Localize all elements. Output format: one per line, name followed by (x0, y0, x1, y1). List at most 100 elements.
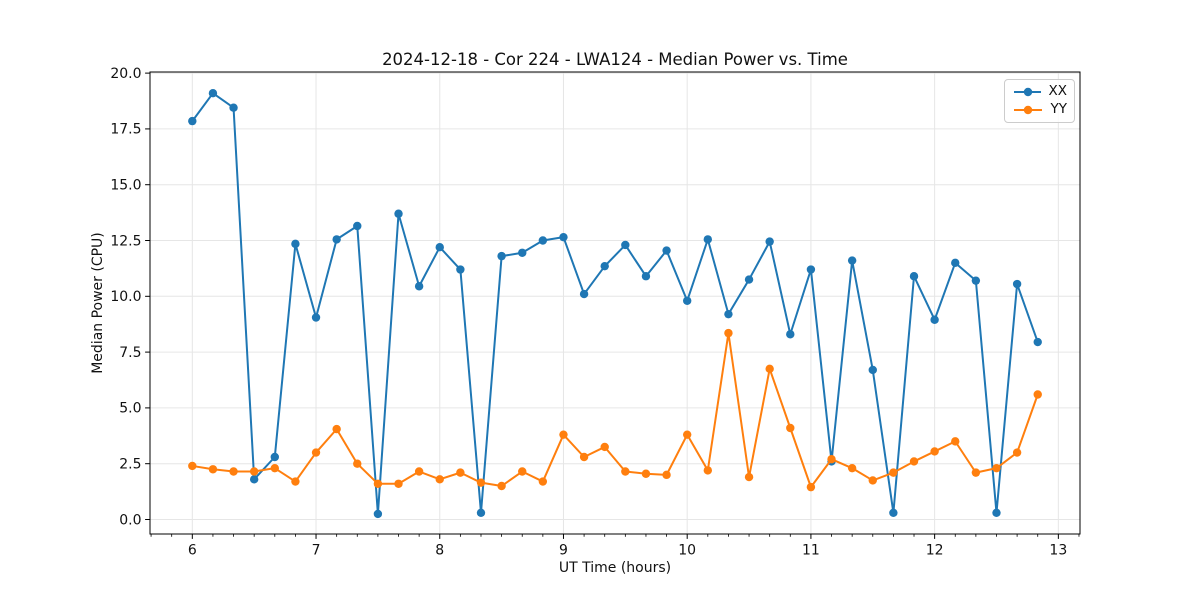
series-xx-marker (703, 235, 713, 244)
series-yy-marker (414, 467, 424, 476)
series-yy-marker (724, 328, 733, 338)
x-tick-label: 9 (559, 543, 568, 559)
series-xx-marker (847, 256, 857, 265)
series-xx-marker (579, 289, 589, 299)
series-xx-marker (518, 248, 527, 257)
x-tick-label: 7 (312, 543, 321, 559)
series-xx-marker (208, 89, 218, 98)
series-yy-marker (951, 437, 960, 446)
series-yy-marker (518, 467, 527, 476)
y-tick-label: 20.0 (110, 66, 141, 82)
legend-item-xx: XX (1012, 83, 1067, 101)
series-xx-marker (1033, 337, 1042, 347)
x-tick-label: 10 (678, 543, 696, 559)
series-yy-marker (827, 455, 836, 464)
y-axis-label-text: Median Power (CPU) (90, 232, 106, 374)
series-yy-marker (291, 477, 300, 486)
series-xx-marker (930, 315, 939, 324)
legend-line-sample-yy-icon (1014, 105, 1042, 115)
series-yy-marker (889, 468, 898, 477)
series-yy-marker (332, 424, 341, 434)
legend-item-yy: YY (1012, 101, 1067, 119)
y-tick-label: 15.0 (110, 178, 141, 194)
y-tick-label: 5.0 (119, 401, 141, 417)
series-yy-marker (847, 463, 857, 473)
series-yy-marker (353, 459, 362, 468)
series-xx-marker (456, 265, 465, 274)
series-xx-marker (868, 365, 877, 375)
x-tick-label: 13 (1049, 543, 1067, 559)
series-yy-marker (703, 466, 713, 475)
legend-label-yy: YY (1050, 101, 1068, 118)
series-yy-marker (868, 476, 877, 485)
series-xx-marker (394, 209, 403, 218)
series-yy-marker (579, 452, 589, 462)
x-tick-label: 11 (802, 543, 820, 559)
legend-line-sample-xx-icon (1014, 87, 1041, 97)
series-xx-marker (311, 313, 321, 322)
series-xx-marker (744, 275, 754, 284)
series-xx-marker (786, 330, 795, 339)
series-xx-marker (353, 221, 362, 231)
series-xx-marker (909, 272, 919, 281)
series-yy-marker (435, 475, 444, 484)
series-yy-marker (1012, 448, 1022, 457)
series-xx-marker (806, 265, 816, 274)
y-tick-label: 7.5 (119, 345, 141, 361)
series-yy-marker (786, 423, 795, 433)
series-xx-marker (1012, 279, 1022, 289)
series-yy-marker (229, 467, 238, 476)
x-axis-label: UT Time (hours) (558, 560, 672, 576)
y-tick-label: 10.0 (110, 289, 141, 305)
x-tick-label: 8 (435, 543, 444, 559)
series-yy-marker (270, 463, 279, 473)
series-xx-marker (765, 237, 774, 246)
series-xx-marker (682, 296, 692, 305)
series-xx-marker (270, 452, 279, 462)
y-tick-label: 12.5 (110, 233, 141, 249)
y-tick-label: 17.5 (110, 122, 141, 138)
series-yy-marker (744, 472, 754, 482)
series-yy-marker (765, 364, 774, 374)
series-yy-marker (311, 448, 321, 457)
series-yy-marker (373, 479, 383, 488)
x-tick-label: 6 (188, 543, 197, 559)
series-yy-marker (538, 477, 548, 486)
series-yy-marker (971, 468, 981, 477)
series-xx-marker (373, 509, 383, 519)
series-yy-marker (682, 430, 692, 439)
y-tick-label: 0.0 (119, 512, 141, 528)
series-xx-marker (662, 246, 671, 255)
series-xx-marker (992, 508, 1001, 517)
series-yy-marker (394, 479, 403, 488)
series-yy-marker (1033, 390, 1042, 399)
series-xx-marker (538, 236, 548, 245)
chart-title: 2024-12-18 - Cor 224 - LWA124 - Median P… (382, 50, 848, 69)
series-xx-marker (414, 282, 424, 291)
x-tick-label: 12 (926, 543, 944, 559)
legend: XX YY (1004, 79, 1075, 123)
series-yy-marker (992, 463, 1001, 473)
series-xx-marker (951, 258, 960, 268)
series-xx-marker (188, 116, 197, 126)
series-yy-marker (600, 442, 609, 452)
legend-label-xx: XX (1048, 83, 1068, 100)
series-yy-marker (930, 447, 939, 456)
series-yy-marker (208, 465, 218, 474)
series-xx-marker (497, 251, 506, 261)
series-yy-marker (188, 461, 197, 471)
series-xx-marker (971, 276, 981, 285)
series-xx-marker (435, 243, 444, 252)
series-xx-marker (621, 240, 630, 250)
series-yy-marker (806, 482, 816, 492)
plot-border (149, 71, 1081, 535)
series-yy-marker (476, 478, 486, 487)
series-xx-marker (249, 475, 259, 484)
series-xx-marker (476, 508, 486, 517)
series-xx-marker (724, 309, 733, 319)
series-xx-marker (600, 261, 609, 271)
series-yy-marker (456, 468, 465, 477)
series-xx-marker (559, 232, 568, 242)
series-yy-marker (909, 457, 919, 466)
